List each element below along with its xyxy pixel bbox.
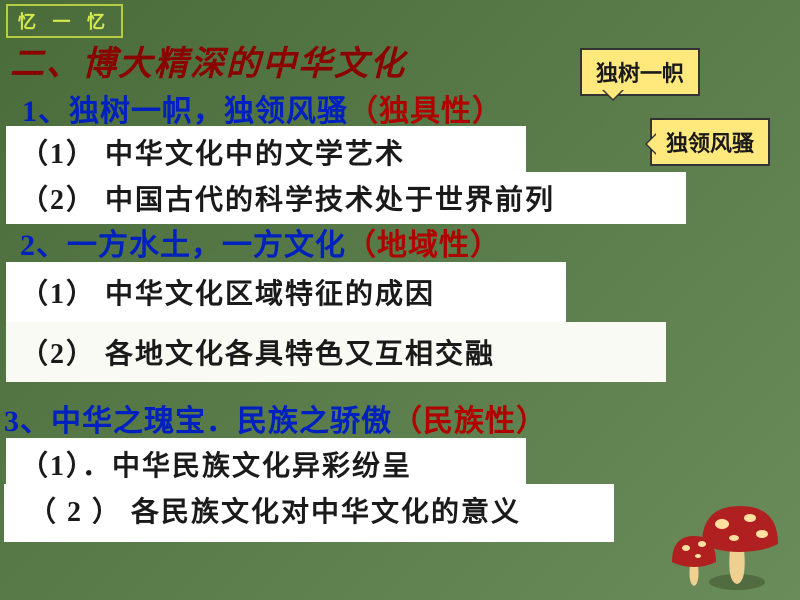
section-2-heading: 2、一方水土，一方文化（地域性） [20, 220, 501, 264]
section-1-paren: （独具性） [348, 95, 503, 128]
section-2-item-2: （2） 各地文化各具特色又互相交融 [6, 322, 666, 382]
section-2-item-1: （1） 中华文化区域特征的成因 [6, 262, 566, 322]
section-3-item-2: （ 2 ） 各民族文化对中华文化的意义 [4, 484, 614, 542]
callout-leading: 独领风骚 [650, 118, 770, 166]
section-3-paren: （民族性） [392, 405, 547, 438]
section-2-paren: （地域性） [346, 229, 501, 262]
section-3-text: 中华之瑰宝．民族之骄傲 [51, 405, 392, 438]
section-3-heading: 3、中华之瑰宝．民族之骄傲（民族性） [4, 396, 547, 440]
section-1-heading: 1、独树一帜，独领风骚（独具性） [22, 86, 503, 130]
section-1-item-1: （1） 中华文化中的文学艺术 [6, 126, 526, 178]
memory-tag: 忆 一 忆 [6, 4, 123, 38]
section-2-num: 2、 [20, 229, 67, 262]
section-3-num: 3、 [4, 405, 51, 438]
section-2-text: 一方水土，一方文化 [67, 229, 346, 262]
main-title: 二、博大精深的中华文化 [10, 36, 406, 85]
section-1-item-2: （2） 中国古代的科学技术处于世界前列 [6, 172, 686, 224]
section-3-item-1: （1）．中华民族文化异彩纷呈 [6, 438, 526, 490]
mushroom-icon [662, 494, 792, 594]
section-1-num: 1、 [22, 95, 69, 128]
section-1-text: 独树一帜，独领风骚 [69, 95, 348, 128]
callout-unique: 独树一帜 [580, 48, 700, 96]
